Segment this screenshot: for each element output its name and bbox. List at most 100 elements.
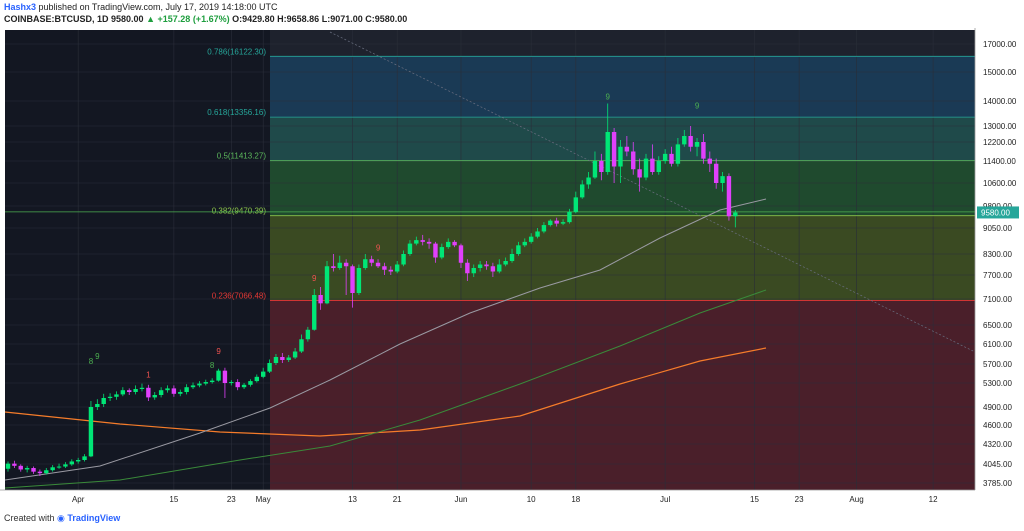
count-label: 8 (210, 361, 215, 370)
count-label: 1 (146, 370, 151, 379)
x-tick-label: Apr (72, 495, 85, 504)
y-tick-label: 13000.00 (983, 122, 1017, 131)
candle-body (682, 136, 687, 145)
candle-body (107, 396, 113, 398)
candle-body (101, 398, 106, 404)
chart-header: Hashx3 published on TradingView.com, Jul… (4, 2, 1014, 28)
candle-body (458, 245, 464, 263)
x-tick-label: Aug (849, 495, 863, 504)
candle-body (56, 466, 62, 468)
candle-body (726, 176, 732, 217)
candle-body (497, 264, 502, 272)
candle-body (337, 262, 342, 268)
candle-body (599, 161, 604, 172)
candle-body (541, 225, 547, 232)
tradingview-brand[interactable]: TradingView (67, 513, 121, 523)
x-tick-label: 23 (227, 495, 236, 504)
y-tick-label: 8300.00 (983, 250, 1012, 259)
y-tick-label: 5700.00 (983, 360, 1012, 369)
high-value: H:9658.86 (277, 14, 320, 24)
created-with-label: Created with (4, 513, 55, 523)
candle-body (299, 339, 304, 352)
candle-body (146, 387, 151, 398)
fib-label: 0.236(7066.48) (212, 291, 267, 300)
candle-body (522, 241, 527, 246)
candle-body (331, 266, 336, 268)
candle-body (229, 382, 234, 384)
x-tick-label: 15 (169, 495, 178, 504)
candle-body (733, 212, 738, 217)
candle-body (535, 231, 540, 237)
fib-zone-0786 (270, 56, 975, 118)
x-tick-label: May (256, 495, 271, 504)
candle-body (120, 390, 126, 395)
candle-body (69, 461, 74, 465)
y-tick-label: 9050.00 (983, 224, 1012, 233)
chart-area[interactable]: 0.786(16122.30) 0.618(13356.16) 0.5(11413.… (0, 28, 1024, 510)
candle-body (343, 262, 349, 267)
candle-body (375, 262, 381, 267)
candle-body (452, 241, 457, 246)
candle-body (114, 394, 119, 397)
candle-body (618, 146, 623, 167)
author-name[interactable]: Hashx3 (4, 2, 37, 12)
y-tick-label: 15000.00 (983, 68, 1017, 77)
candle-body (688, 136, 693, 147)
candle-body (369, 259, 374, 263)
y-tick-label: 3785.00 (983, 479, 1012, 488)
publish-line: Hashx3 published on TradingView.com, Jul… (4, 2, 278, 12)
candle-body (471, 268, 476, 274)
candle-body (631, 151, 636, 170)
candle-body (5, 463, 11, 469)
y-tick-label: 4900.00 (983, 403, 1012, 412)
candle-body (127, 390, 132, 392)
candle-body (197, 383, 202, 386)
candle-body (465, 262, 470, 274)
candle-body (178, 392, 183, 394)
candle-body (24, 468, 30, 470)
candle-body (567, 211, 572, 223)
candle-body (401, 254, 406, 265)
candle-body (254, 376, 260, 382)
candlestick-chart[interactable]: 0.786(16122.30) 0.618(13356.16) 0.5(11413.… (0, 28, 1024, 510)
candle-body (484, 264, 489, 267)
candle-body (356, 268, 362, 293)
y-tick-label: 6100.00 (983, 340, 1012, 349)
candle-body (407, 243, 413, 254)
y-tick-label: 4045.00 (983, 460, 1012, 469)
candle-body (643, 158, 649, 178)
candle-body (18, 465, 23, 470)
candle-body (433, 243, 438, 258)
x-tick-label: 13 (348, 495, 357, 504)
candle-body (426, 241, 432, 244)
candle-body (139, 387, 145, 389)
candle-body (554, 220, 559, 224)
candle-body (592, 161, 598, 178)
candle-body (292, 351, 298, 358)
candle-body (184, 387, 189, 392)
last-price: 9580.00 (111, 14, 144, 24)
candle-body (420, 240, 425, 242)
fib-zone-05 (270, 160, 975, 216)
candle-body (273, 357, 279, 363)
ma-50-line (4, 198, 767, 481)
x-tick-label: 21 (393, 495, 402, 504)
up-arrow-icon: ▲ (146, 14, 156, 24)
candle-body (158, 390, 164, 395)
last-price-badge-text: 9580.00 (981, 208, 1010, 217)
fib-label: 0.618(13356.16) (207, 108, 266, 117)
count-label: 9 (312, 274, 317, 283)
candle-body (31, 468, 36, 472)
candle-body (477, 264, 483, 268)
y-tick-label: 6500.00 (983, 321, 1012, 330)
fib-label: 0.786(16122.30) (207, 47, 266, 56)
candle-body (235, 382, 240, 388)
candle-body (509, 254, 515, 261)
candle-body (720, 176, 725, 183)
candle-body (190, 385, 196, 388)
candle-body (286, 357, 291, 360)
count-label: 9 (216, 347, 221, 356)
candle-body (241, 384, 247, 388)
y-tick-label: 4600.00 (983, 421, 1012, 430)
x-tick-label: 15 (750, 495, 759, 504)
